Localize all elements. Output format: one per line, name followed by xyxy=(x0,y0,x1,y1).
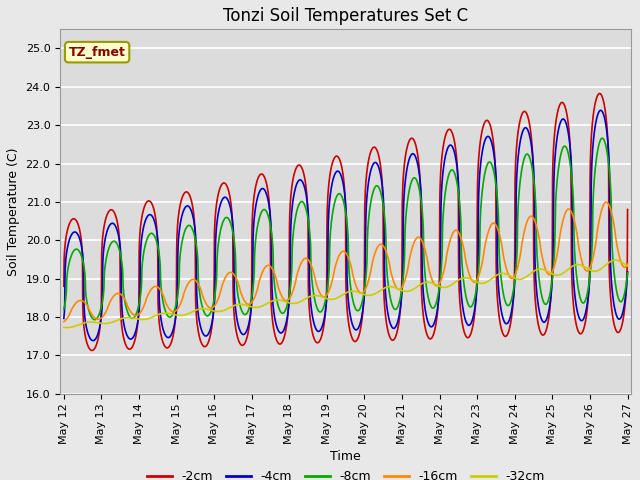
Line: -8cm: -8cm xyxy=(64,138,628,320)
-2cm xyxy=(607,304,615,310)
-4cm xyxy=(624,269,632,275)
Legend: -2cm, -4cm, -8cm, -16cm, -32cm: -2cm, -4cm, -8cm, -16cm, -32cm xyxy=(141,466,550,480)
-4cm xyxy=(319,320,327,325)
-8cm xyxy=(624,270,632,276)
-2cm xyxy=(596,91,604,96)
Y-axis label: Soil Temperature (C): Soil Temperature (C) xyxy=(7,147,20,276)
-2cm xyxy=(60,283,68,289)
-4cm xyxy=(334,168,342,174)
-16cm xyxy=(504,270,511,276)
Line: -32cm: -32cm xyxy=(64,260,628,327)
-16cm xyxy=(602,199,610,205)
-8cm xyxy=(504,303,512,309)
-8cm xyxy=(60,306,68,312)
X-axis label: Time: Time xyxy=(330,450,361,463)
-2cm xyxy=(504,330,512,336)
-16cm xyxy=(607,210,615,216)
-8cm xyxy=(319,305,327,311)
Line: -4cm: -4cm xyxy=(64,110,628,341)
-32cm xyxy=(607,258,615,264)
Text: TZ_fmet: TZ_fmet xyxy=(68,46,125,59)
Title: Tonzi Soil Temperatures Set C: Tonzi Soil Temperatures Set C xyxy=(223,7,468,25)
-8cm xyxy=(89,316,97,322)
-2cm xyxy=(319,326,327,332)
-16cm xyxy=(319,294,327,300)
-32cm xyxy=(334,295,342,300)
-32cm xyxy=(63,324,71,330)
-16cm xyxy=(60,319,68,324)
-4cm xyxy=(597,108,605,113)
-32cm xyxy=(607,258,615,264)
-2cm xyxy=(88,348,96,353)
-32cm xyxy=(319,295,327,300)
-4cm xyxy=(504,320,512,325)
-8cm xyxy=(91,317,99,323)
-16cm xyxy=(624,261,632,267)
-4cm xyxy=(60,315,68,321)
-32cm xyxy=(504,272,512,277)
-2cm xyxy=(334,154,342,160)
-4cm xyxy=(607,279,615,285)
-16cm xyxy=(334,255,342,261)
-8cm xyxy=(334,191,342,197)
-2cm xyxy=(608,307,616,313)
-32cm xyxy=(60,324,68,330)
-2cm xyxy=(624,207,632,213)
-2cm xyxy=(89,348,97,353)
-4cm xyxy=(89,338,97,344)
Line: -2cm: -2cm xyxy=(64,94,628,350)
-16cm xyxy=(89,312,97,318)
-8cm xyxy=(607,222,615,228)
-32cm xyxy=(611,257,619,263)
-4cm xyxy=(608,283,616,288)
Line: -16cm: -16cm xyxy=(64,202,628,322)
-16cm xyxy=(607,209,615,215)
-8cm xyxy=(598,135,606,141)
-32cm xyxy=(624,263,632,269)
-4cm xyxy=(89,338,97,344)
-8cm xyxy=(608,235,616,241)
-32cm xyxy=(89,319,97,325)
